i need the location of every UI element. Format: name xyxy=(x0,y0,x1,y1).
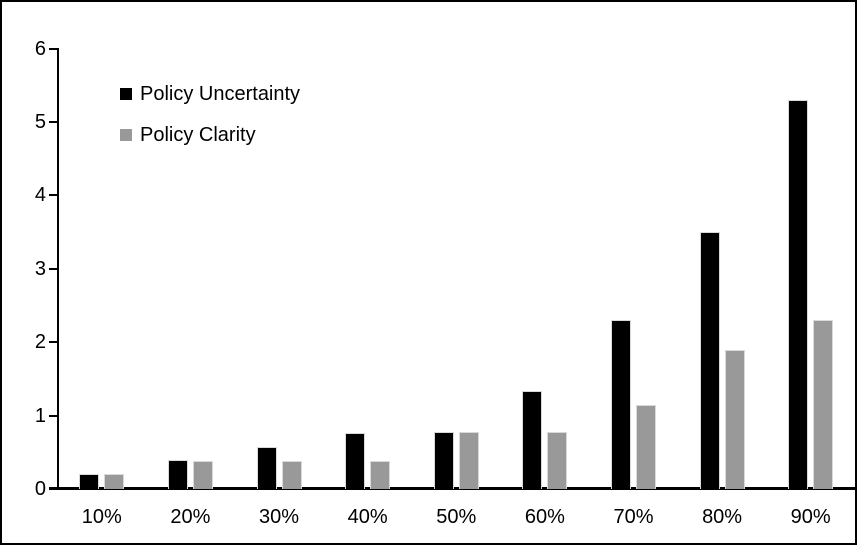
bar-policy-uncertainty-80% xyxy=(699,232,720,489)
y-axis-tick-label: 5 xyxy=(34,110,46,133)
bar-policy-uncertainty-30% xyxy=(256,447,277,489)
legend-item-policy-clarity: Policy Clarity xyxy=(120,123,300,147)
x-axis-category-label: 40% xyxy=(347,506,388,528)
y-axis-tick-label: 2 xyxy=(34,331,46,354)
legend: Policy Uncertainty Policy Clarity xyxy=(120,82,300,164)
x-axis-category-label: 10% xyxy=(81,506,122,528)
x-axis-category-label: 60% xyxy=(524,506,565,528)
y-axis-tick-label: 0 xyxy=(34,478,46,500)
legend-label-policy-uncertainty: Policy Uncertainty xyxy=(140,83,301,105)
x-axis-category-label: 90% xyxy=(790,506,831,528)
legend-label-policy-clarity: Policy Clarity xyxy=(140,124,256,146)
y-axis-tick xyxy=(49,194,58,197)
y-axis-tick xyxy=(49,341,58,344)
legend-swatch-policy-clarity xyxy=(120,129,132,141)
bar-policy-uncertainty-10% xyxy=(79,474,100,489)
x-axis-category-label: 80% xyxy=(702,506,743,528)
bar-policy-uncertainty-40% xyxy=(345,433,366,489)
bar-policy-clarity-40% xyxy=(370,461,391,489)
bar-policy-clarity-50% xyxy=(458,432,479,489)
y-axis-tick xyxy=(49,120,58,123)
bar-policy-uncertainty-20% xyxy=(167,459,188,489)
y-axis-tick-label: 6 xyxy=(34,37,46,60)
bar-policy-clarity-80% xyxy=(724,349,745,489)
y-axis-tick-label: 3 xyxy=(34,257,46,280)
bar-policy-uncertainty-50% xyxy=(433,432,454,489)
y-axis-tick-label: 1 xyxy=(34,404,46,427)
y-axis-line xyxy=(57,48,59,489)
bar-policy-uncertainty-60% xyxy=(522,391,543,489)
bar-policy-uncertainty-70% xyxy=(610,320,631,489)
x-axis-category-label: 20% xyxy=(170,506,211,528)
x-axis-category-label: 50% xyxy=(436,506,477,528)
bar-policy-clarity-70% xyxy=(635,404,656,489)
bar-policy-clarity-30% xyxy=(281,461,302,489)
y-axis-tick xyxy=(49,488,58,490)
bar-policy-clarity-10% xyxy=(104,474,125,489)
bar-policy-clarity-60% xyxy=(547,432,568,489)
x-axis-category-label: 30% xyxy=(259,506,300,528)
bar-policy-uncertainty-90% xyxy=(788,99,809,489)
x-axis-category-label: 70% xyxy=(613,506,654,528)
legend-item-policy-uncertainty: Policy Uncertainty xyxy=(120,82,300,106)
legend-swatch-policy-uncertainty xyxy=(120,88,132,100)
y-axis-tick xyxy=(49,267,58,270)
bar-policy-clarity-90% xyxy=(813,320,834,489)
y-axis-tick xyxy=(49,414,58,417)
bar-policy-clarity-20% xyxy=(192,461,213,489)
y-axis-tick-label: 4 xyxy=(34,184,46,207)
y-axis-tick xyxy=(49,47,58,50)
